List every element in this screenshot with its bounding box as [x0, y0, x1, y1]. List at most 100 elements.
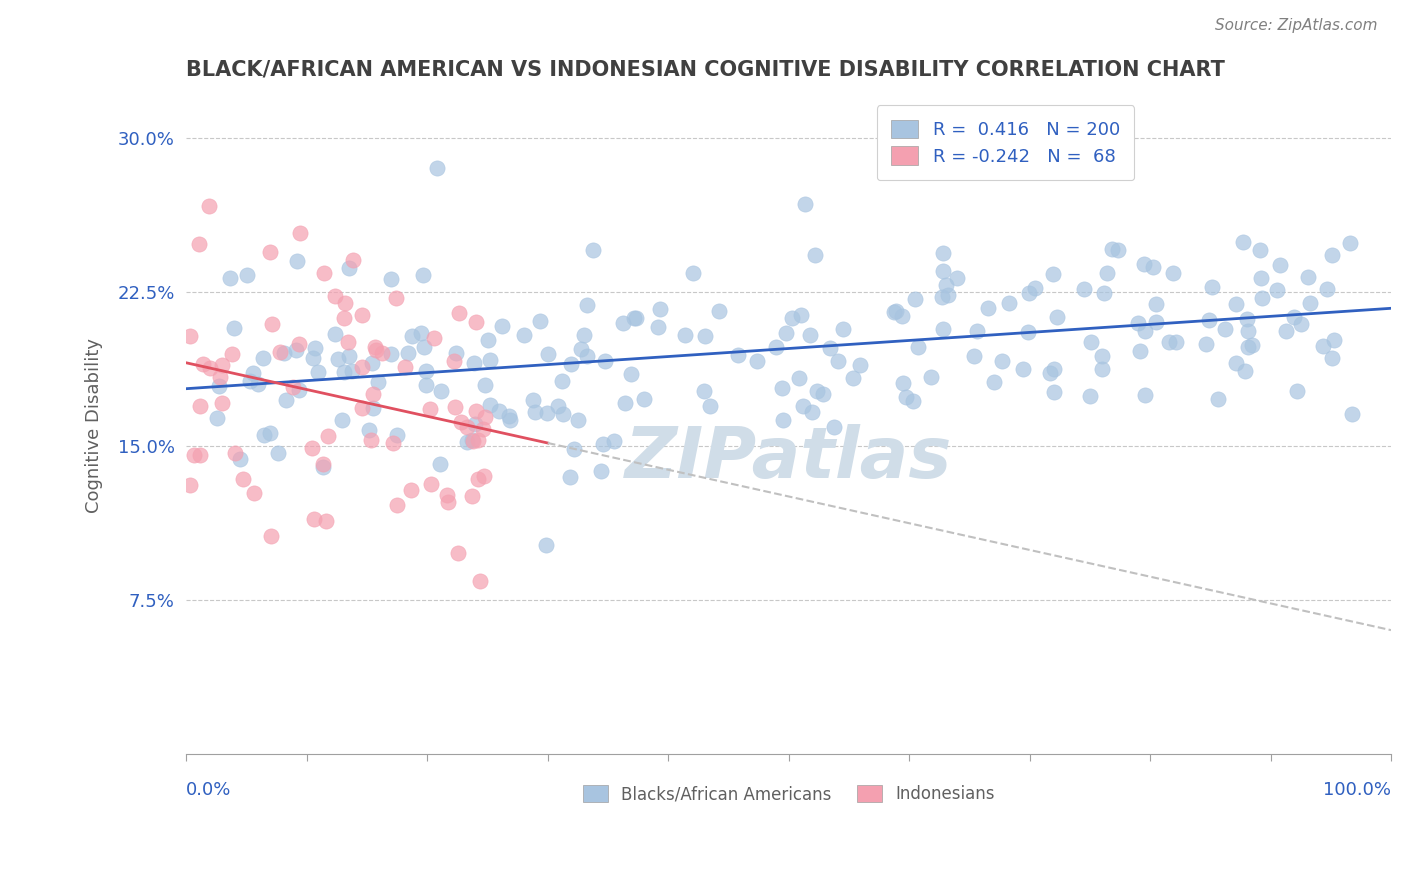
- Point: [479, 352, 502, 367]
- Point: [1039, 366, 1062, 380]
- Point: [285, 254, 308, 268]
- Point: [931, 321, 953, 335]
- Point: [409, 326, 432, 341]
- Point: [239, 374, 262, 388]
- Point: [823, 419, 845, 434]
- Point: [463, 356, 485, 370]
- Point: [575, 349, 598, 363]
- Point: [401, 328, 423, 343]
- Point: [1282, 310, 1305, 325]
- Point: [693, 384, 716, 398]
- Point: [323, 327, 346, 342]
- Point: [218, 271, 240, 285]
- Point: [188, 236, 211, 251]
- Point: [811, 387, 834, 401]
- Point: [1213, 322, 1236, 336]
- Point: [381, 436, 404, 450]
- Point: [945, 270, 967, 285]
- Point: [342, 252, 364, 267]
- Point: [423, 331, 446, 345]
- Point: [1073, 282, 1095, 296]
- Point: [444, 346, 467, 360]
- Point: [848, 358, 870, 372]
- Point: [1234, 364, 1257, 378]
- Point: [461, 433, 484, 447]
- Point: [1024, 281, 1046, 295]
- Point: [1133, 257, 1156, 271]
- Point: [472, 422, 495, 436]
- Point: [567, 413, 589, 427]
- Point: [745, 353, 768, 368]
- Point: [385, 498, 408, 512]
- Point: [304, 342, 326, 356]
- Point: [1323, 334, 1346, 348]
- Point: [1225, 356, 1247, 370]
- Point: [1128, 316, 1150, 330]
- Point: [1046, 310, 1069, 325]
- Point: [262, 317, 284, 331]
- Point: [624, 311, 647, 326]
- Point: [1018, 285, 1040, 300]
- Point: [1250, 271, 1272, 285]
- Point: [693, 329, 716, 343]
- Point: [1161, 266, 1184, 280]
- Point: [1201, 279, 1223, 293]
- Point: [429, 457, 451, 471]
- Point: [603, 434, 626, 448]
- Point: [437, 494, 460, 508]
- Point: [648, 302, 671, 317]
- Point: [193, 357, 215, 371]
- Point: [1042, 267, 1064, 281]
- Point: [352, 309, 374, 323]
- Point: [1092, 285, 1115, 300]
- Point: [1225, 297, 1247, 311]
- Point: [966, 324, 988, 338]
- Point: [340, 364, 363, 378]
- Point: [1080, 334, 1102, 349]
- Point: [467, 472, 489, 486]
- Point: [179, 329, 201, 343]
- Point: [1312, 339, 1334, 353]
- Point: [547, 399, 569, 413]
- Point: [188, 400, 211, 414]
- Point: [301, 351, 323, 365]
- Point: [1135, 324, 1157, 338]
- Point: [385, 292, 408, 306]
- Point: [931, 290, 953, 304]
- Point: [1017, 325, 1039, 339]
- Point: [211, 358, 233, 372]
- Point: [831, 322, 853, 336]
- Point: [242, 366, 264, 380]
- Point: [385, 428, 408, 442]
- Point: [413, 340, 436, 354]
- Point: [333, 365, 356, 379]
- Point: [1237, 324, 1260, 338]
- Point: [1320, 248, 1343, 262]
- Point: [252, 351, 274, 366]
- Point: [430, 384, 453, 398]
- Point: [312, 459, 335, 474]
- Point: [1198, 313, 1220, 327]
- Text: ZIPatlas: ZIPatlas: [626, 424, 952, 492]
- Point: [799, 328, 821, 343]
- Point: [560, 357, 582, 371]
- Point: [302, 512, 325, 526]
- Point: [800, 405, 823, 419]
- Point: [804, 247, 827, 261]
- Point: [709, 303, 731, 318]
- Point: [727, 348, 749, 362]
- Point: [1299, 295, 1322, 310]
- Point: [315, 514, 337, 528]
- Point: [534, 538, 557, 552]
- Point: [188, 448, 211, 462]
- Point: [904, 292, 927, 306]
- Point: [513, 328, 536, 343]
- Point: [1012, 362, 1035, 376]
- Point: [364, 340, 387, 354]
- Point: [1236, 312, 1258, 326]
- Point: [183, 448, 205, 462]
- Point: [1144, 297, 1167, 311]
- Y-axis label: Cognitive Disability: Cognitive Disability: [86, 338, 103, 513]
- Point: [1274, 324, 1296, 338]
- Point: [412, 268, 434, 282]
